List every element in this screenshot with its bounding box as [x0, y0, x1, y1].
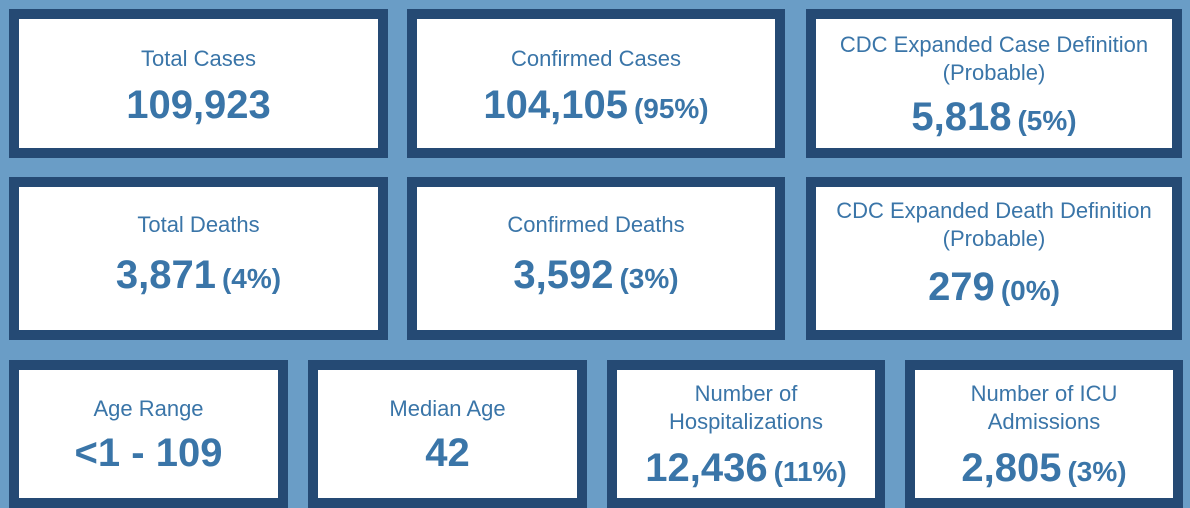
total-cases-value-line: 109,923: [126, 83, 271, 128]
hospitalizations-value-line: 12,436 (11%): [645, 446, 847, 491]
icu-admissions-label-line2: Admissions: [987, 409, 1101, 434]
total-cases-label: Total Cases: [141, 46, 256, 71]
confirmed-deaths-label: Confirmed Deaths: [507, 212, 685, 237]
total-deaths-value-line: 3,871 (4%): [116, 253, 281, 298]
hospitalizations-label-line2: Hospitalizations: [668, 409, 824, 434]
total-deaths-label: Total Deaths: [137, 212, 260, 237]
probable-cases-percent: (5%): [1017, 105, 1077, 136]
hospitalizations-percent: (11%): [773, 456, 847, 487]
total-deaths-percent: (4%): [221, 263, 282, 294]
probable-deaths-label-line1: CDC Expanded Death Definition: [836, 198, 1152, 223]
probable-cases-label-line1: CDC Expanded Case Definition: [839, 32, 1149, 57]
age-range-value-line: <1 - 109: [75, 431, 223, 476]
confirmed-cases-percent: (95%): [633, 93, 709, 124]
confirmed-cases-card: Confirmed Cases 104,105 (95%): [407, 9, 785, 158]
probable-deaths-card: CDC Expanded Death Definition (Probable)…: [806, 177, 1182, 340]
total-cases-card: Total Cases 109,923: [9, 9, 388, 158]
confirmed-cases-label: Confirmed Cases: [511, 46, 681, 71]
confirmed-cases-value-line: 104,105 (95%): [483, 83, 708, 128]
median-age-card: Median Age 42: [308, 360, 587, 508]
total-cases-value: 109,923: [126, 83, 271, 127]
icu-admissions-value-line: 2,805 (3%): [961, 446, 1126, 491]
median-age-value-line: 42: [425, 431, 470, 476]
probable-cases-value-line: 5,818 (5%): [911, 95, 1076, 140]
probable-cases-value: 5,818: [911, 95, 1012, 139]
probable-deaths-percent: (0%): [1000, 275, 1060, 306]
hospitalizations-value: 12,436: [645, 446, 768, 490]
icu-admissions-percent: (3%): [1067, 456, 1127, 487]
total-deaths-value: 3,871: [115, 253, 216, 297]
age-range-label: Age Range: [93, 396, 204, 421]
icu-admissions-label-line1: Number of ICU: [970, 381, 1118, 406]
hospitalizations-label-line1: Number of: [694, 381, 798, 406]
confirmed-deaths-card: Confirmed Deaths 3,592 (3%): [407, 177, 785, 340]
probable-cases-label-line2: (Probable): [942, 60, 1046, 85]
hospitalizations-card: Number of Hospitalizations 12,436 (11%): [607, 360, 885, 508]
median-age-value: 42: [425, 431, 470, 475]
probable-deaths-label-line2: (Probable): [942, 226, 1046, 251]
probable-deaths-value-line: 279 (0%): [928, 265, 1060, 310]
median-age-label: Median Age: [389, 396, 506, 421]
total-deaths-card: Total Deaths 3,871 (4%): [9, 177, 388, 340]
probable-cases-card: CDC Expanded Case Definition (Probable) …: [806, 9, 1182, 158]
confirmed-cases-value: 104,105: [483, 83, 628, 127]
confirmed-deaths-value: 3,592: [513, 253, 614, 297]
icu-admissions-card: Number of ICU Admissions 2,805 (3%): [905, 360, 1183, 508]
icu-admissions-value: 2,805: [961, 446, 1062, 490]
probable-deaths-value: 279: [928, 265, 995, 309]
confirmed-deaths-value-line: 3,592 (3%): [513, 253, 678, 298]
age-range-card: Age Range <1 - 109: [9, 360, 288, 508]
confirmed-deaths-percent: (3%): [619, 263, 679, 294]
age-range-value: <1 - 109: [74, 431, 223, 475]
